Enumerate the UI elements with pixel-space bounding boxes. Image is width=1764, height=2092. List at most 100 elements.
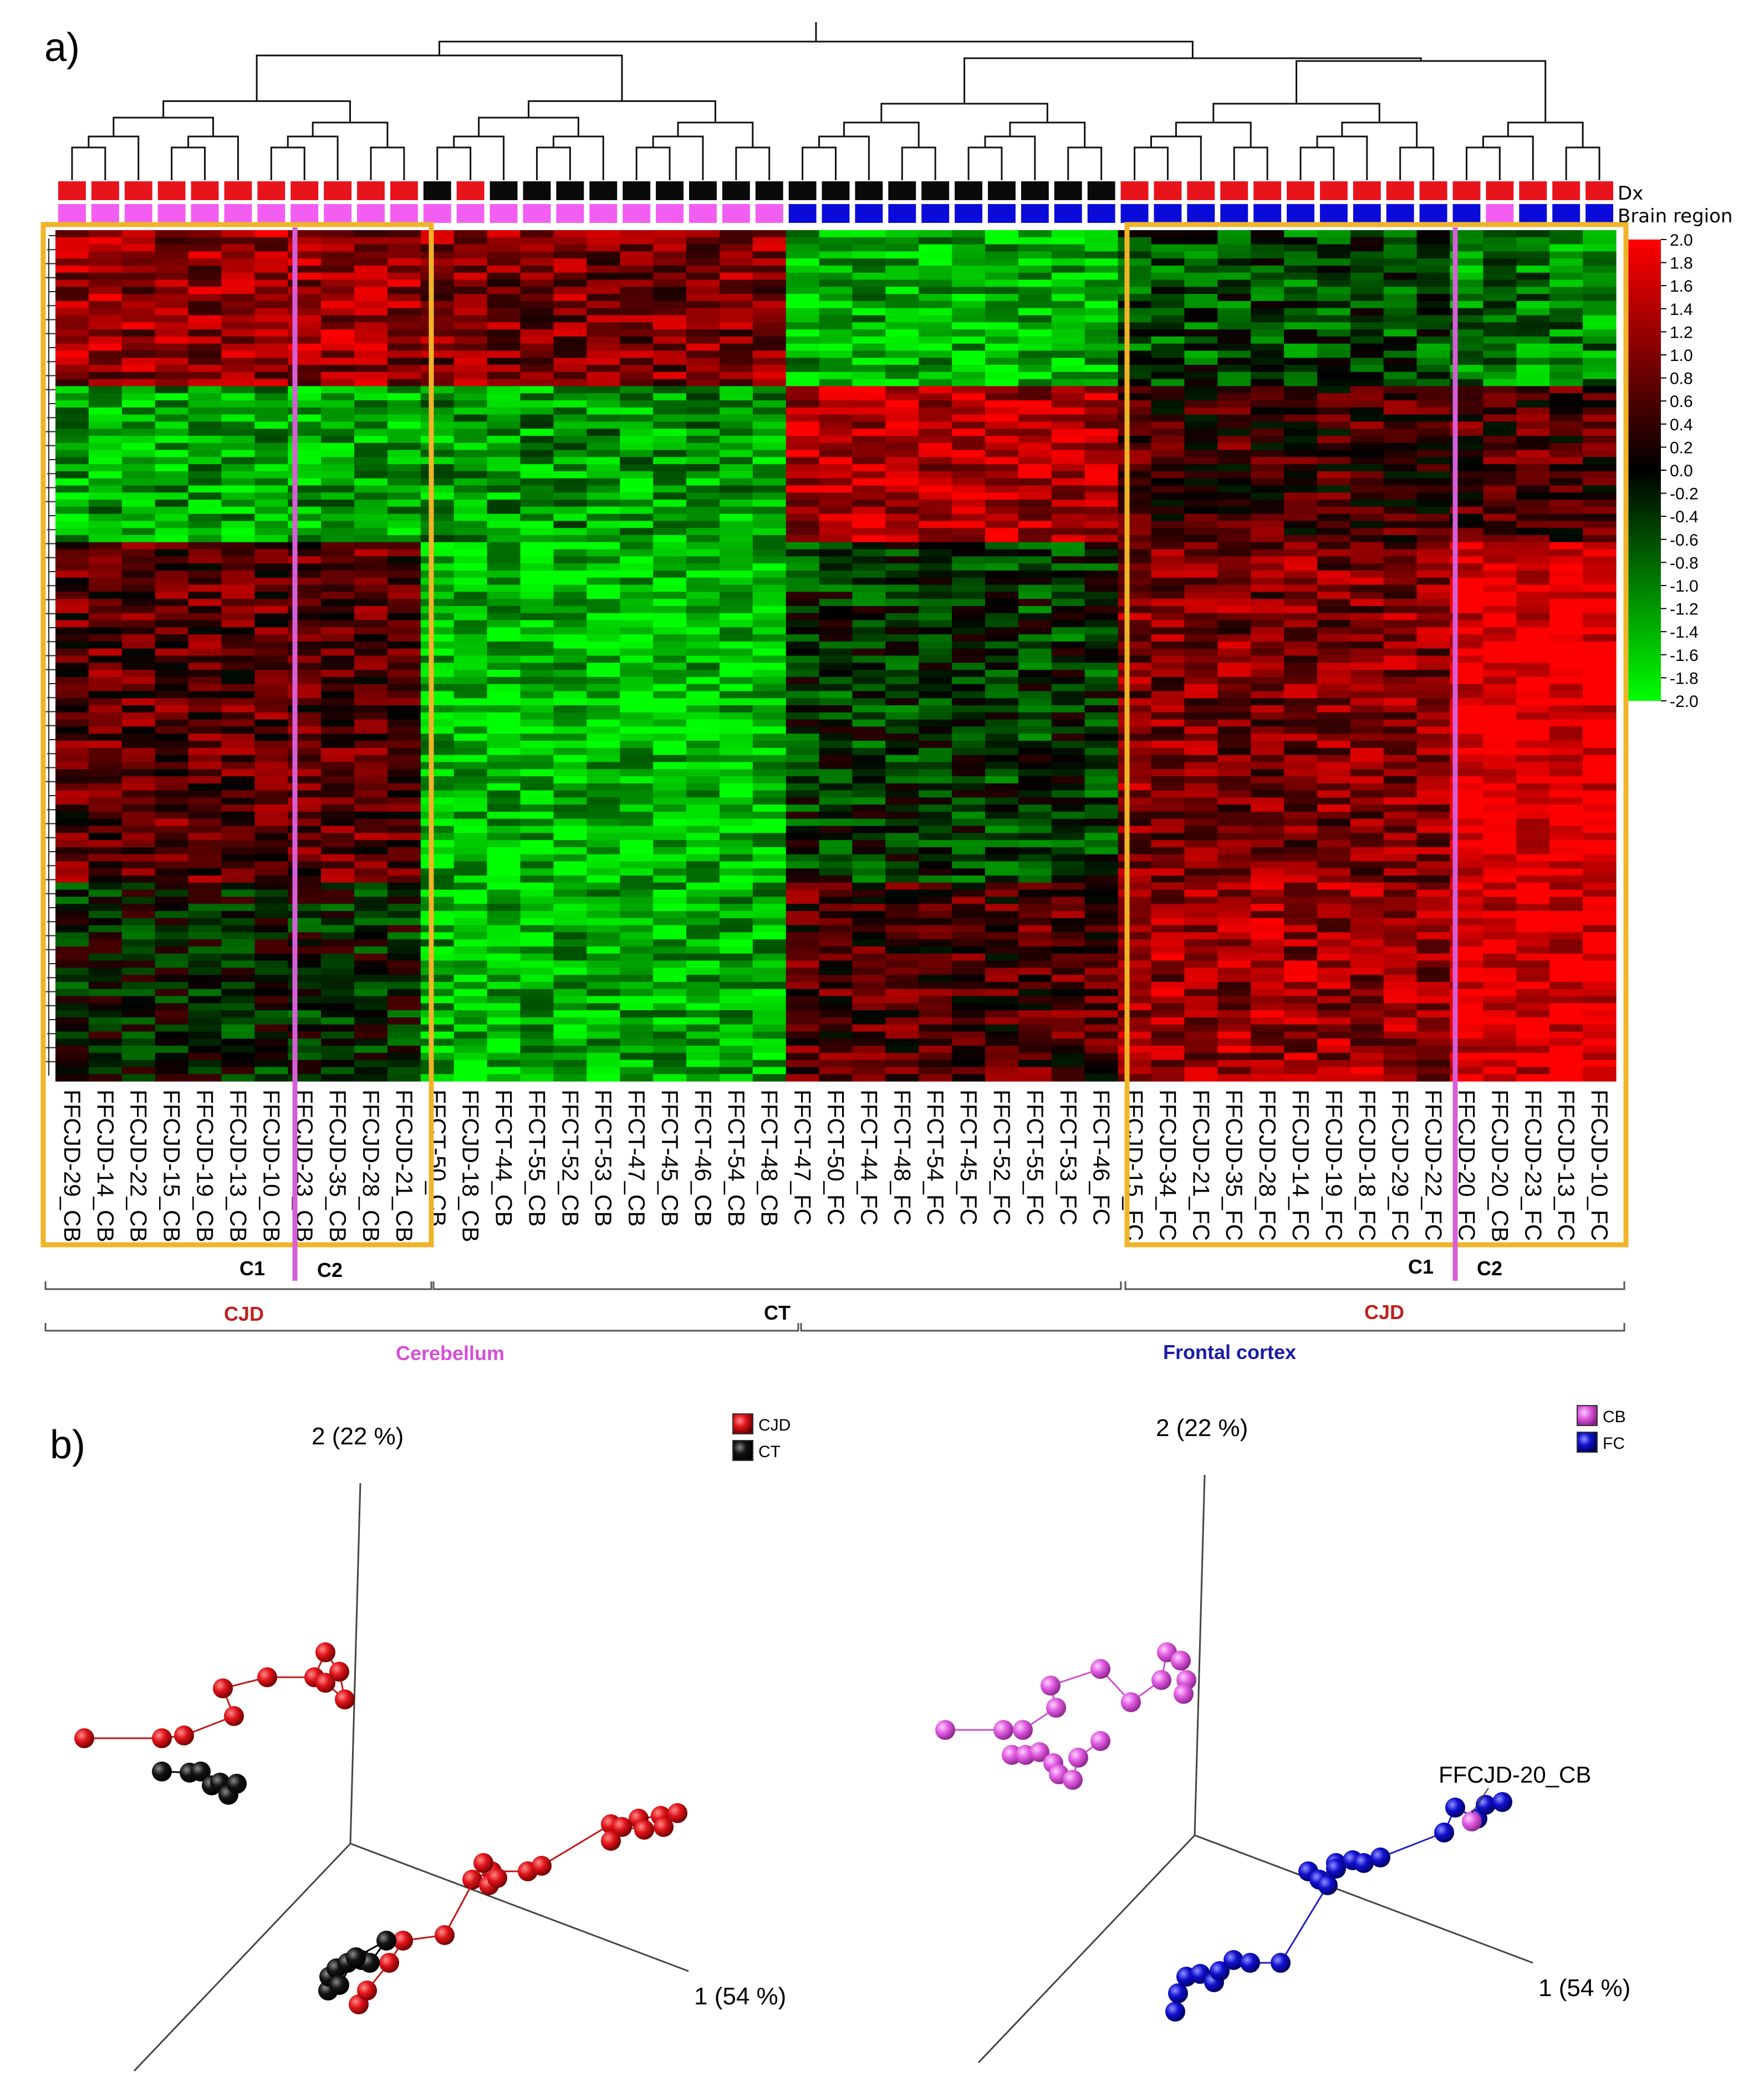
heatmap-cell — [553, 450, 587, 457]
heatmap-cell — [1151, 797, 1185, 805]
heatmap-cell — [487, 251, 521, 259]
heatmap-cell — [852, 329, 886, 337]
heatmap-cell — [453, 457, 488, 465]
heatmap-cell — [952, 691, 986, 699]
heatmap-cell — [453, 556, 488, 564]
heatmap-cell — [221, 237, 255, 245]
heatmap-cell — [1151, 627, 1185, 635]
heatmap-cell — [1383, 549, 1418, 557]
heatmap-cell — [254, 762, 288, 770]
heatmap-cell — [487, 521, 521, 528]
heatmap-cell — [919, 535, 952, 543]
heatmap-cell — [1217, 648, 1251, 656]
heatmap-cell — [88, 315, 123, 323]
heatmap-cell — [420, 762, 455, 770]
heatmap-cell — [1251, 244, 1284, 252]
heatmap-cell — [453, 925, 488, 933]
heatmap-cell — [1251, 287, 1284, 294]
heatmap-cell — [1317, 244, 1351, 252]
heatmap-cell — [1251, 301, 1284, 309]
heatmap-cell — [188, 648, 222, 656]
heatmap-cell — [420, 584, 455, 592]
region-cell — [1386, 204, 1414, 223]
heatmap-cell — [188, 797, 222, 805]
heatmap-cell — [1450, 663, 1483, 670]
heatmap-cell — [155, 535, 189, 543]
heatmap-cell — [254, 826, 288, 833]
heatmap-cell — [1317, 684, 1351, 692]
heatmap-cell — [221, 663, 255, 670]
heatmap-cell — [1317, 513, 1351, 522]
heatmap-cell — [254, 876, 288, 883]
heatmap-cell — [88, 734, 123, 741]
region-cell — [589, 204, 618, 223]
heatmap-cell — [1317, 606, 1351, 614]
heatmap-cell — [952, 272, 986, 281]
heatmap-cell — [55, 230, 89, 238]
heatmap-cell — [354, 584, 388, 592]
heatmap-cell — [520, 897, 554, 904]
heatmap-cell — [188, 663, 222, 670]
heatmap-cell — [786, 712, 820, 720]
heatmap-cell — [1317, 457, 1351, 465]
heatmap-cell — [420, 854, 455, 862]
heatmap-cell — [919, 436, 952, 444]
heatmap-cell — [553, 251, 587, 259]
heatmap-cell — [852, 371, 886, 380]
heatmap-cell — [719, 336, 753, 344]
heatmap-cell — [387, 776, 421, 784]
heatmap-cell — [1583, 854, 1617, 862]
heatmap-cell — [121, 315, 156, 323]
heatmap-cell — [1350, 492, 1384, 500]
heatmap-cell — [387, 648, 421, 656]
heatmap-cell — [155, 279, 189, 287]
heatmap-cell — [1284, 237, 1318, 245]
heatmap-cell — [1350, 279, 1384, 287]
heatmap-cell — [1184, 429, 1218, 436]
heatmap-cell — [520, 960, 554, 968]
heatmap-cell — [952, 485, 986, 493]
heatmap-cell — [587, 272, 620, 281]
heatmap-cell — [354, 684, 388, 692]
heatmap-cell — [487, 237, 521, 245]
heatmap-cell — [387, 946, 421, 954]
heatmap-cell — [752, 379, 787, 386]
heatmap-cell — [752, 244, 787, 252]
heatmap-cell — [819, 266, 853, 273]
heatmap-cell — [1350, 429, 1384, 436]
heatmap-cell — [1317, 343, 1351, 352]
heatmap-cell — [1151, 421, 1185, 429]
heatmap-cell — [686, 436, 720, 444]
dx-cell — [689, 181, 717, 200]
heatmap-cell — [1284, 684, 1318, 692]
heatmap-cell — [1118, 571, 1152, 578]
heatmap-cell — [1516, 783, 1550, 791]
heatmap-cell — [1516, 450, 1550, 457]
heatmap-cell — [819, 918, 853, 926]
heatmap-cell — [553, 407, 587, 415]
heatmap-cell — [553, 400, 587, 408]
heatmap-cell — [620, 655, 654, 663]
heatmap-cell — [1251, 833, 1284, 841]
heatmap-cell — [155, 641, 189, 649]
heatmap-cell — [520, 606, 554, 614]
heatmap-cell — [1151, 450, 1185, 457]
heatmap-cell — [1583, 747, 1617, 756]
region-cell — [1187, 204, 1215, 223]
heatmap-cell — [919, 918, 952, 926]
heatmap-cell — [1118, 535, 1152, 543]
heatmap-cell — [1450, 634, 1483, 642]
heatmap-cell — [1217, 918, 1251, 926]
heatmap-cell — [719, 889, 753, 897]
heatmap-cell — [985, 734, 1019, 741]
heatmap-cell — [221, 627, 255, 635]
heatmap-cell — [188, 876, 222, 883]
heatmap-cell — [121, 741, 156, 749]
heatmap-cell — [354, 308, 388, 316]
heatmap-cell — [88, 747, 123, 756]
heatmap-cell — [221, 492, 255, 500]
heatmap-cell — [819, 684, 853, 692]
heatmap-cell — [420, 882, 455, 890]
heatmap-cell — [254, 429, 288, 436]
heatmap-cell — [1350, 407, 1384, 415]
